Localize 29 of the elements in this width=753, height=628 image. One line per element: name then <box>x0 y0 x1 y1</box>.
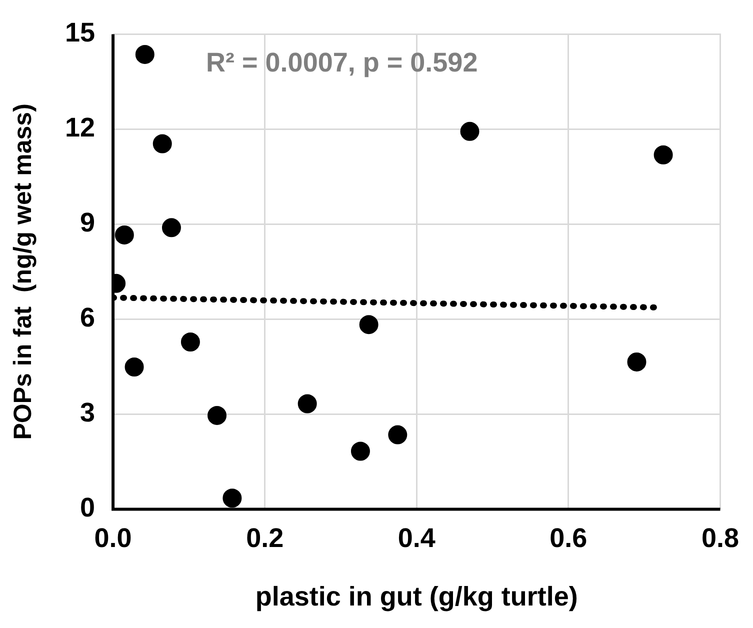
point <box>298 394 317 414</box>
point <box>208 406 227 425</box>
point <box>152 134 172 154</box>
y-tick-label: 0 <box>80 492 96 523</box>
point <box>135 44 154 64</box>
y-tick-label: 12 <box>64 112 96 143</box>
x-tick-label: 0.8 <box>701 522 740 553</box>
point <box>180 332 200 352</box>
point <box>350 442 370 461</box>
y-tick-label: 15 <box>64 18 96 48</box>
x-tick-label: 0.4 <box>398 522 436 553</box>
y-tick-label: 9 <box>80 208 96 238</box>
annotation: R² = 0.0007, p = 0.592 <box>206 48 478 78</box>
y-tick-label: 6 <box>80 302 96 333</box>
point <box>388 425 408 444</box>
point <box>114 225 134 244</box>
x-tick-label: 0.2 <box>246 522 284 553</box>
x-tick-label: 0.6 <box>550 522 588 553</box>
point <box>627 352 646 372</box>
x-tick-label: 0.0 <box>94 522 132 553</box>
point <box>460 122 480 141</box>
point <box>359 315 378 334</box>
y-axis-title: POPs in fat (ng/g wet mass) <box>8 104 37 440</box>
y-tick-label: 3 <box>80 398 96 428</box>
point <box>162 218 181 238</box>
point <box>222 488 242 508</box>
point <box>654 145 673 164</box>
x-axis-title: plastic in gut (g/kg turtle) <box>255 581 578 612</box>
point <box>124 358 144 377</box>
